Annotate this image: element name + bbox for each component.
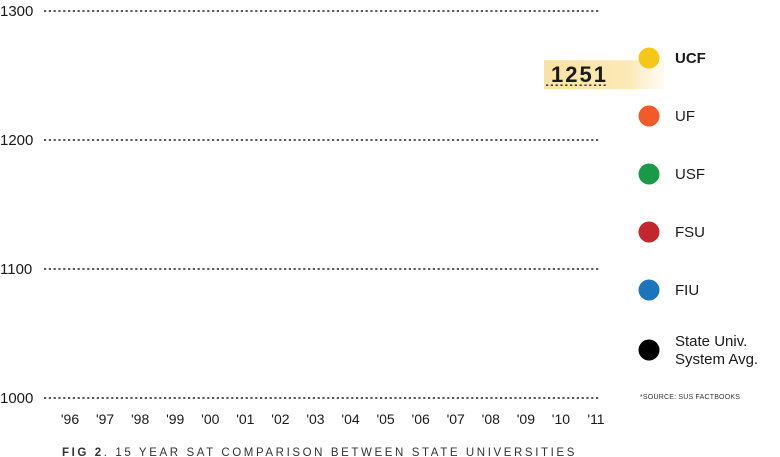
x-tick-label: '08 bbox=[482, 411, 500, 427]
legend-label: UF bbox=[675, 108, 695, 125]
legend-item: State Univ. System Avg. bbox=[638, 333, 758, 368]
ucf-value-callout: 1251 bbox=[544, 60, 664, 90]
legend-marker bbox=[638, 279, 660, 301]
x-tick-label: '04 bbox=[341, 411, 359, 427]
x-tick-label: '98 bbox=[131, 411, 149, 427]
x-tick-label: '10 bbox=[552, 411, 570, 427]
figure-caption-text: . 15 YEAR SAT COMPARISON BETWEEN STATE U… bbox=[104, 447, 577, 457]
source-note: *SOURCE: SUS FACTBOOKS bbox=[640, 394, 740, 401]
gridlines bbox=[44, 10, 600, 399]
legend-label: UCF bbox=[675, 50, 706, 67]
x-tick-label: '07 bbox=[447, 411, 465, 427]
x-tick-label: '06 bbox=[412, 411, 430, 427]
legend-marker bbox=[638, 163, 660, 185]
legend-item: USF bbox=[638, 163, 705, 185]
x-tick-label: '96 bbox=[61, 411, 79, 427]
y-tick-label: 1100 bbox=[0, 261, 32, 278]
x-tick-label: '05 bbox=[376, 411, 394, 427]
legend-marker bbox=[638, 339, 660, 361]
x-tick-label: '02 bbox=[271, 411, 289, 427]
x-tick-label: '99 bbox=[166, 411, 184, 427]
legend-item: FSU bbox=[638, 221, 705, 243]
legend-marker bbox=[638, 105, 660, 127]
figure-label: FIG 2 bbox=[62, 447, 104, 457]
y-tick-label: 1300 bbox=[0, 3, 33, 20]
legend-item: UCF bbox=[638, 47, 706, 69]
x-tick-label: '11 bbox=[587, 411, 604, 427]
legend-label: FIU bbox=[675, 282, 699, 299]
legend-marker bbox=[638, 47, 660, 69]
legend-label: State Univ. System Avg. bbox=[675, 333, 758, 368]
legend-label: USF bbox=[675, 166, 705, 183]
figure-caption: FIG 2. 15 YEAR SAT COMPARISON BETWEEN ST… bbox=[62, 447, 577, 457]
callout-value: 1251 bbox=[551, 62, 608, 87]
legend-marker bbox=[638, 221, 660, 243]
x-tick-label: '09 bbox=[517, 411, 535, 427]
y-axis-ticks: 1000 1100 1200 1300 bbox=[0, 3, 33, 407]
x-axis-ticks: '96 '97 '98 '99 '00 '01 '02 '03 '04 '05 '06 '07 '08 '… bbox=[61, 411, 605, 427]
x-tick-label: '01 bbox=[236, 411, 254, 427]
y-tick-label: 1200 bbox=[0, 132, 33, 149]
legend-item: UF bbox=[638, 105, 695, 127]
legend-item: FIU bbox=[638, 279, 699, 301]
x-tick-label: '00 bbox=[201, 411, 219, 427]
x-tick-label: '03 bbox=[306, 411, 324, 427]
y-tick-label: 1000 bbox=[0, 390, 33, 407]
x-tick-label: '97 bbox=[96, 411, 114, 427]
legend-label: FSU bbox=[675, 224, 705, 241]
legend: UCF UF USF FSU FIU State Univ. System Avg. bbox=[638, 47, 758, 368]
